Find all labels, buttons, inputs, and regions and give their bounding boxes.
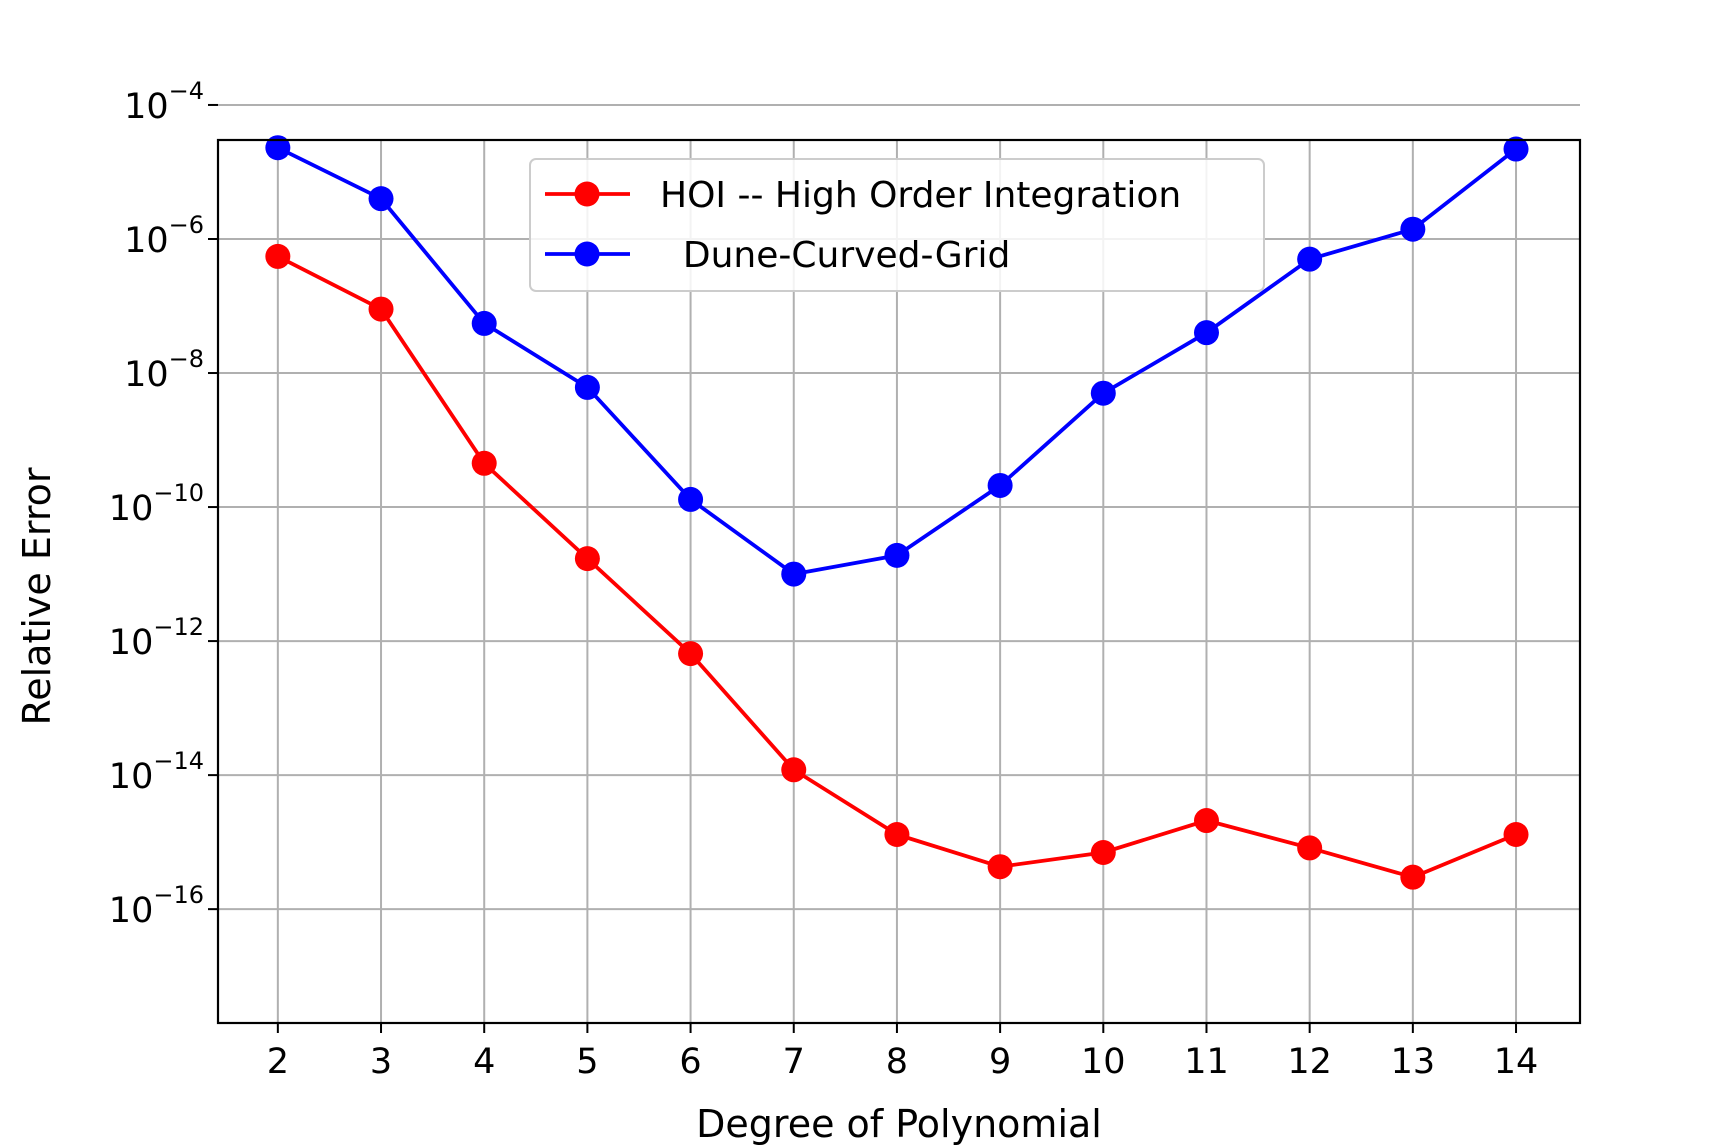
y-tick-label: 10−14 (109, 747, 204, 797)
y-axis-label: Relative Error (15, 467, 59, 725)
legend-marker (574, 181, 600, 207)
x-axis-label: Degree of Polynomial (696, 1102, 1102, 1146)
series-layer (265, 135, 1529, 890)
y-tick-base: 10 (124, 221, 169, 261)
series-1-point (1503, 821, 1529, 847)
series-1-point (368, 296, 394, 322)
series-2-point (368, 186, 394, 212)
series-2-point (1297, 246, 1323, 272)
series-2-point (1193, 320, 1219, 346)
x-tick-label: 11 (1184, 1042, 1229, 1082)
y-tick-base: 10 (124, 87, 169, 127)
series-1-point (1193, 808, 1219, 834)
y-tick-base: 10 (109, 623, 154, 663)
series-1-point (884, 821, 910, 847)
y-tick-base: 10 (109, 891, 154, 931)
series-1-point (574, 546, 600, 572)
y-tick-base: 10 (109, 757, 154, 797)
x-tick-label: 13 (1391, 1042, 1436, 1082)
series-1-point (1297, 835, 1323, 861)
series-2-point (265, 135, 291, 161)
series-2-point (884, 542, 910, 568)
series-1-point (471, 450, 497, 476)
legend-item-2: Dune-Curved-Grid (545, 235, 1010, 276)
y-tick-exponent: −10 (153, 479, 204, 507)
series-2-point (678, 486, 704, 512)
y-tick-label: 10−10 (109, 479, 204, 529)
y-tick-base: 10 (109, 489, 154, 529)
series-2-point (1090, 380, 1116, 406)
y-tick-label: 10−6 (124, 211, 204, 261)
legend: HOI -- High Order Integration Dune-Curve… (529, 158, 1265, 292)
plot-frame (216, 138, 1582, 1025)
x-tick-label: 7 (783, 1042, 805, 1082)
y-tick-exponent: −4 (169, 77, 204, 105)
series-1-point (1090, 840, 1116, 866)
y-tick-label: 10−12 (109, 613, 204, 663)
series-2 (265, 135, 1529, 587)
y-tick-label: 10−8 (124, 345, 204, 395)
x-tick-label: 2 (267, 1042, 289, 1082)
x-tick-label: 10 (1081, 1042, 1126, 1082)
legend-label: Dune-Curved-Grid (660, 235, 1010, 276)
series-2-point (1503, 136, 1529, 162)
legend-box (529, 158, 1265, 292)
series-1-point (265, 243, 291, 269)
y-tick-label: 10−16 (109, 881, 204, 931)
x-tick-label: 4 (473, 1042, 495, 1082)
series-1-point (1400, 864, 1426, 890)
x-tick-label: 8 (886, 1042, 908, 1082)
legend-item-1: HOI -- High Order Integration (545, 175, 1181, 216)
series-1-point (987, 854, 1013, 880)
series-1-point (781, 757, 807, 783)
series-1 (265, 243, 1529, 890)
x-tick-label: 9 (989, 1042, 1011, 1082)
series-1-point (678, 641, 704, 667)
x-tick-label: 12 (1287, 1042, 1332, 1082)
series-2-point (987, 472, 1013, 498)
x-axis: 2 3 4 5 6 7 8 9 10 11 12 13 14 (267, 1023, 1539, 1082)
series-2-point (1400, 216, 1426, 242)
series-2-point (471, 310, 497, 336)
y-tick-base: 10 (124, 355, 169, 395)
x-tick-label: 5 (576, 1042, 598, 1082)
x-tick-label: 6 (679, 1042, 701, 1082)
legend-marker (574, 241, 600, 267)
y-tick-exponent: −14 (153, 747, 204, 775)
series-2-point (574, 374, 600, 400)
series-2-point (781, 561, 807, 587)
y-tick-exponent: −16 (153, 881, 204, 909)
x-tick-label: 14 (1494, 1042, 1539, 1082)
x-tick-label: 3 (370, 1042, 392, 1082)
y-tick-label: 10−4 (124, 77, 204, 127)
y-tick-exponent: −8 (169, 345, 204, 373)
legend-label: HOI -- High Order Integration (660, 175, 1181, 216)
y-tick-exponent: −12 (153, 613, 204, 641)
y-tick-exponent: −6 (169, 211, 204, 239)
